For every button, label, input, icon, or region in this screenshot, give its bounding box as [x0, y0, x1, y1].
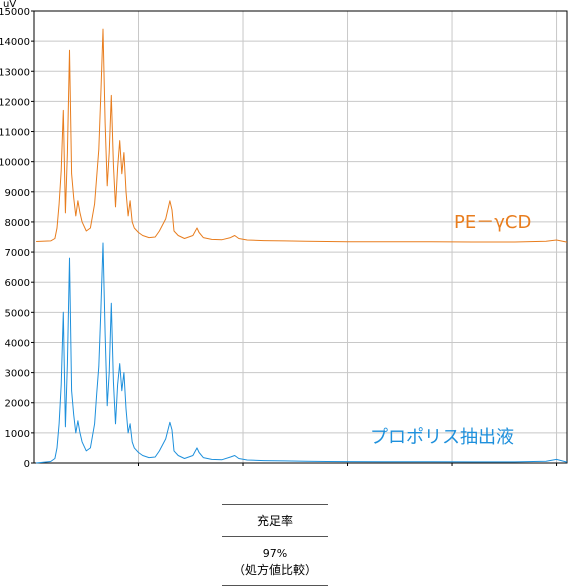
y-tick-label: 1000: [5, 429, 30, 440]
y-tick-label: 3000: [5, 369, 30, 380]
y-tick-label: 13000: [0, 67, 30, 78]
y-tick-label: 9000: [5, 188, 30, 199]
y-tick-label: 11000: [0, 128, 30, 139]
series-label-propolis-extract: プロポリス抽出液: [370, 427, 514, 448]
y-axis-unit: uV: [3, 0, 16, 10]
y-tick-label: 4000: [5, 338, 30, 349]
series-lines: [36, 28, 568, 464]
series-line-1: [36, 242, 568, 464]
y-tick-label: 2000: [5, 399, 30, 410]
chromatogram-chart: 0 1000 2000 3000 4000 5000 6000 7000 8000 9000 100…: [0, 0, 568, 470]
y-tick-label: 5000: [5, 308, 30, 319]
series-label-pe-gamma-cd: PE－γCD: [454, 212, 531, 233]
y-tick-label: 7000: [5, 248, 30, 259]
caption-middle-rule: [222, 536, 328, 537]
caption-bottom-rule: [222, 585, 328, 586]
caption-value: 97%: [262, 547, 288, 560]
y-tick-label: 14000: [0, 37, 30, 48]
caption-top-rule: [222, 504, 328, 505]
series-line-0: [36, 28, 568, 243]
y-tick-label: 6000: [5, 278, 30, 289]
plot-frame: [33, 10, 568, 464]
y-tick-label: 8000: [5, 218, 30, 229]
y-tick-label: 0: [24, 459, 30, 470]
x-axis-ticks: 5.010.015.020.025.0: [138, 463, 558, 466]
y-axis-ticks: 0 1000 2000 3000 4000 5000 6000 7000 8000 9000 100…: [0, 7, 34, 470]
y-tick-label: 12000: [0, 97, 30, 108]
grid-lines: [34, 11, 567, 463]
y-tick-label: 15000: [0, 7, 30, 18]
caption-note: （処方値比較）: [232, 563, 317, 577]
y-tick-label: 10000: [0, 158, 30, 169]
caption-header: 充足率: [256, 514, 293, 528]
